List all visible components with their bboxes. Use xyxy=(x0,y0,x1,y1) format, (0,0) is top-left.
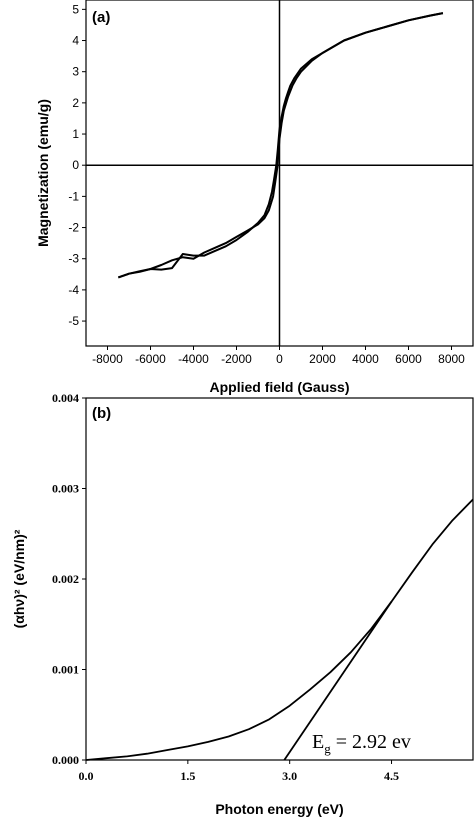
x-tick-label: 0 xyxy=(276,352,283,366)
panel-b-frame xyxy=(85,397,474,761)
bandgap-annotation: Eg = 2.92 ev xyxy=(312,731,411,756)
panel-a-reference-lines xyxy=(86,0,473,346)
x-tick-label: 3.0 xyxy=(282,769,297,783)
hysteresis-branch-1 xyxy=(117,12,444,279)
x-tick-label: 2000 xyxy=(309,352,336,366)
y-tick-label: 1 xyxy=(72,127,79,141)
y-tick-label: -5 xyxy=(68,314,79,328)
absorption-curve xyxy=(85,498,474,761)
y-tick-label: -3 xyxy=(68,252,79,266)
x-tick-label: 6000 xyxy=(395,352,422,366)
hysteresis-branch-2 xyxy=(117,12,444,279)
x-tick-label: 0.0 xyxy=(79,769,94,783)
y-tick-label: 4 xyxy=(72,34,79,48)
panel-b-label: (b) xyxy=(92,405,111,422)
panel-b-y-axis-title: (αhν)² (eV/nm)² xyxy=(11,529,27,628)
panel-a-series xyxy=(117,12,444,279)
bandgap-symbol: E xyxy=(312,731,324,753)
y-tick-label: -4 xyxy=(68,283,79,297)
panel-a-label: (a) xyxy=(92,9,110,26)
y-tick-label: 0.001 xyxy=(52,663,79,677)
x-tick-label: 4.5 xyxy=(384,769,399,783)
y-tick-label: 0 xyxy=(72,158,79,172)
x-tick-label: 8000 xyxy=(438,352,465,366)
panel-a-ticks: -8000 -6000 -4000 -2000 0 2000 4000 6000 8000 5 4 3… xyxy=(68,2,465,366)
panel-a-y-axis-title: Magnetization (emu/g) xyxy=(35,99,51,247)
y-tick-label: 3 xyxy=(72,65,79,79)
tauc-extrapolation-line xyxy=(283,601,393,761)
bandgap-subscript: g xyxy=(324,741,331,756)
y-tick-label: -1 xyxy=(68,189,79,203)
panel-a: -8000 -6000 -4000 -2000 0 2000 4000 6000 8000 5 4 3… xyxy=(35,0,474,395)
panel-a-x-axis-title: Applied field (Gauss) xyxy=(209,379,349,395)
x-tick-label: -8000 xyxy=(92,352,123,366)
y-tick-label: 0.003 xyxy=(52,482,79,496)
panel-b-series xyxy=(85,498,474,761)
y-tick-label: 0.002 xyxy=(52,572,79,586)
y-tick-label: 5 xyxy=(72,2,79,16)
y-tick-label: 0.004 xyxy=(52,391,79,405)
bandgap-value: = 2.92 ev xyxy=(331,731,411,753)
x-tick-label: -6000 xyxy=(135,352,166,366)
x-tick-label: 1.5 xyxy=(180,769,195,783)
y-tick-label: 2 xyxy=(72,96,79,110)
panel-b-ticks: 0.0 1.5 3.0 4.5 0.000 0.001 0.002 0.003 0.004 xyxy=(52,391,399,783)
x-tick-label: -4000 xyxy=(178,352,209,366)
panel-b: 0.0 1.5 3.0 4.5 0.000 0.001 0.002 0.003 0.004 (b… xyxy=(11,391,474,817)
x-tick-label: -2000 xyxy=(221,352,252,366)
y-tick-label: -2 xyxy=(68,221,79,235)
x-tick-label: 4000 xyxy=(352,352,379,366)
panel-b-x-axis-title: Photon energy (eV) xyxy=(215,801,343,817)
y-tick-label: 0.000 xyxy=(52,753,79,767)
